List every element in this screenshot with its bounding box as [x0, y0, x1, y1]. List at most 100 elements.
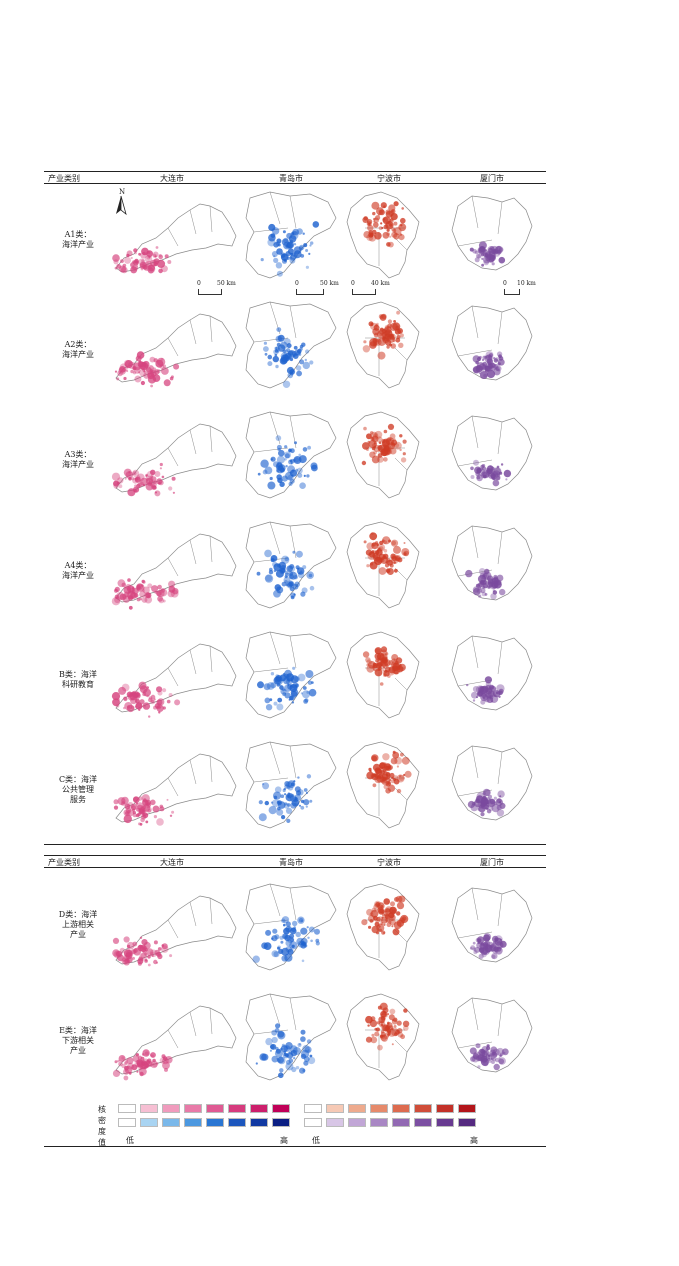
density-spot — [172, 491, 175, 494]
density-spot — [300, 1053, 307, 1059]
density-spot — [496, 1047, 505, 1056]
density-spot — [492, 590, 498, 595]
density-spot — [382, 553, 389, 560]
density-spot — [283, 923, 286, 927]
density-spot — [278, 1072, 284, 1079]
density-spot — [303, 699, 308, 704]
density-spot — [307, 1056, 316, 1065]
density-spots — [258, 774, 313, 823]
density-spot — [479, 572, 487, 580]
density-spot — [400, 1034, 405, 1040]
density-spot — [147, 955, 151, 959]
density-spot — [389, 563, 394, 568]
density-spot — [478, 568, 486, 575]
density-spot — [292, 920, 298, 927]
density-spot — [309, 244, 312, 247]
header2-ningbo: 宁波市 — [377, 858, 401, 867]
density-spot — [387, 674, 391, 678]
density-spot — [158, 711, 161, 714]
density-spot — [390, 553, 396, 559]
density-spot — [493, 574, 498, 580]
density-spot — [390, 539, 399, 547]
density-spot — [123, 814, 132, 824]
density-spot — [375, 1027, 380, 1032]
density-spot — [285, 807, 293, 814]
density-spot — [396, 1020, 402, 1026]
district-boundary — [189, 539, 197, 565]
density-spot — [169, 814, 173, 817]
row-label-a1: A1类： 海洋产业 — [62, 230, 94, 249]
density-spot — [164, 254, 169, 259]
map-qingdao-row8 — [245, 993, 337, 1081]
density-spot — [285, 465, 288, 468]
density-spot — [142, 1062, 145, 1066]
density-spot — [489, 465, 492, 468]
district-boundary — [394, 677, 408, 691]
density-spot — [365, 1015, 373, 1024]
density-spot — [398, 775, 405, 781]
density-spot — [136, 802, 144, 810]
density-spot — [363, 340, 367, 344]
density-spot — [261, 1053, 269, 1061]
density-spot — [139, 822, 143, 826]
density-spot — [476, 253, 481, 259]
density-spot — [150, 384, 153, 388]
density-spot — [315, 938, 320, 943]
density-spot — [486, 1044, 490, 1048]
density-spot — [477, 1065, 481, 1069]
density-spot — [400, 217, 406, 224]
density-spots — [366, 750, 412, 794]
density-spot — [496, 805, 502, 811]
density-spot — [296, 1050, 299, 1053]
density-spot — [479, 1055, 488, 1064]
density-spot — [275, 346, 280, 351]
density-spot — [496, 809, 505, 817]
density-spot — [369, 919, 374, 923]
map-qingdao-row2 — [245, 301, 337, 389]
legend-swatch-purple-1 — [326, 1118, 344, 1127]
density-spot — [387, 1030, 391, 1034]
density-spot — [393, 778, 400, 785]
density-spot — [469, 247, 474, 252]
district-boundary — [457, 459, 493, 467]
density-spot — [120, 259, 124, 263]
density-spot — [268, 233, 276, 242]
density-spot — [398, 774, 402, 778]
density-spot — [130, 592, 138, 599]
density-spot — [150, 1060, 158, 1069]
density-spot — [480, 464, 485, 469]
density-spot — [482, 791, 486, 796]
legend-swatch-blue-6 — [250, 1118, 268, 1127]
density-spot — [123, 696, 128, 701]
density-spot — [141, 805, 146, 810]
density-spot — [402, 1020, 410, 1027]
density-spot — [393, 320, 396, 323]
density-spot — [111, 597, 121, 606]
density-spot — [257, 681, 264, 689]
district-boundary — [471, 635, 479, 669]
density-spot — [130, 705, 135, 710]
density-spot — [383, 549, 388, 553]
scalebar-qingdao-left: 0 — [295, 280, 299, 287]
district-boundary — [167, 447, 179, 467]
density-spot — [391, 337, 395, 340]
density-spot — [279, 481, 285, 487]
density-spot — [267, 481, 276, 490]
map-ningbo-row5 — [346, 631, 420, 719]
density-spot — [134, 375, 142, 383]
density-spot — [154, 255, 157, 258]
density-spot — [382, 218, 386, 221]
density-spot — [162, 599, 166, 603]
map-qingdao-row7 — [245, 883, 337, 971]
density-spot — [492, 470, 501, 478]
density-spot — [379, 908, 385, 914]
density-spots — [260, 221, 320, 277]
density-spot — [119, 947, 125, 954]
density-spot — [130, 266, 138, 274]
density-spot — [381, 313, 387, 320]
density-spot — [466, 683, 469, 687]
density-spot — [474, 250, 479, 255]
density-spot — [284, 453, 290, 459]
density-spot — [299, 482, 306, 489]
density-spot — [484, 937, 490, 943]
